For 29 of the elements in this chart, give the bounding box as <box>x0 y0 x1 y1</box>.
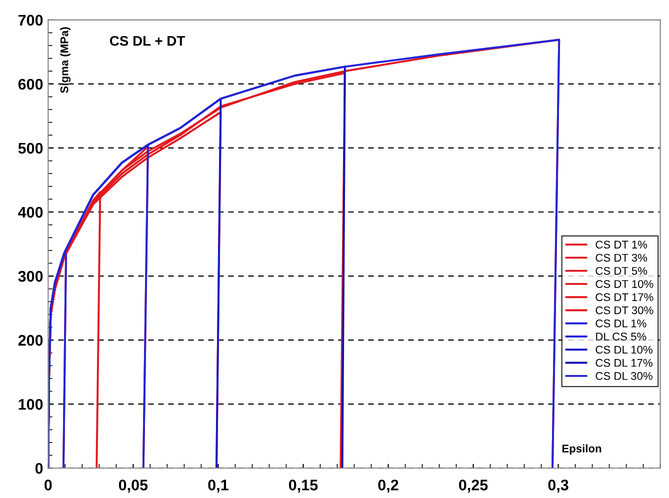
legend-label: CS DT 17% <box>596 293 654 302</box>
legend-label: DL CS 5% <box>596 332 646 341</box>
x-tick-label: 0,3 <box>548 480 568 493</box>
x-tick-label: 0,05 <box>118 480 148 493</box>
x-tick-label: 0 <box>44 480 52 490</box>
y-tick-label: 500 <box>18 142 43 154</box>
x-tick-label: 0,15 <box>288 480 318 493</box>
y-tick-label: 0 <box>35 462 43 474</box>
x-tick-label: 0,25 <box>459 480 488 493</box>
y-tick-label: 400 <box>18 206 43 218</box>
legend-label: CS DT 1% <box>596 240 648 249</box>
legend-label: CS DT 5% <box>596 266 648 275</box>
y-tick-label: 200 <box>18 334 43 346</box>
y-tick-label: 100 <box>18 398 43 410</box>
legend-label: CS DT 3% <box>596 254 648 262</box>
legend-label: CS DT 10% <box>596 280 654 288</box>
y-tick-label: 700 <box>18 14 43 26</box>
legend-label: CS DT 30% <box>596 306 654 314</box>
y-tick-label: 600 <box>18 78 43 90</box>
x-tick-label: 0,2 <box>378 480 398 493</box>
x-tick-label: 0,1 <box>208 480 228 493</box>
y-tick-label: 300 <box>18 270 43 282</box>
legend-label: CS DL 10% <box>596 346 652 354</box>
legend-label: CS DL 1% <box>596 320 646 328</box>
legend-label: CS DL 17% <box>596 358 652 367</box>
text: CS DL + DT <box>110 36 185 46</box>
legend-label: CS DL 30% <box>596 372 652 380</box>
x-axis-title: Epsilon <box>562 444 602 455</box>
y-axis-title: Sigma (MPa) <box>60 27 71 93</box>
